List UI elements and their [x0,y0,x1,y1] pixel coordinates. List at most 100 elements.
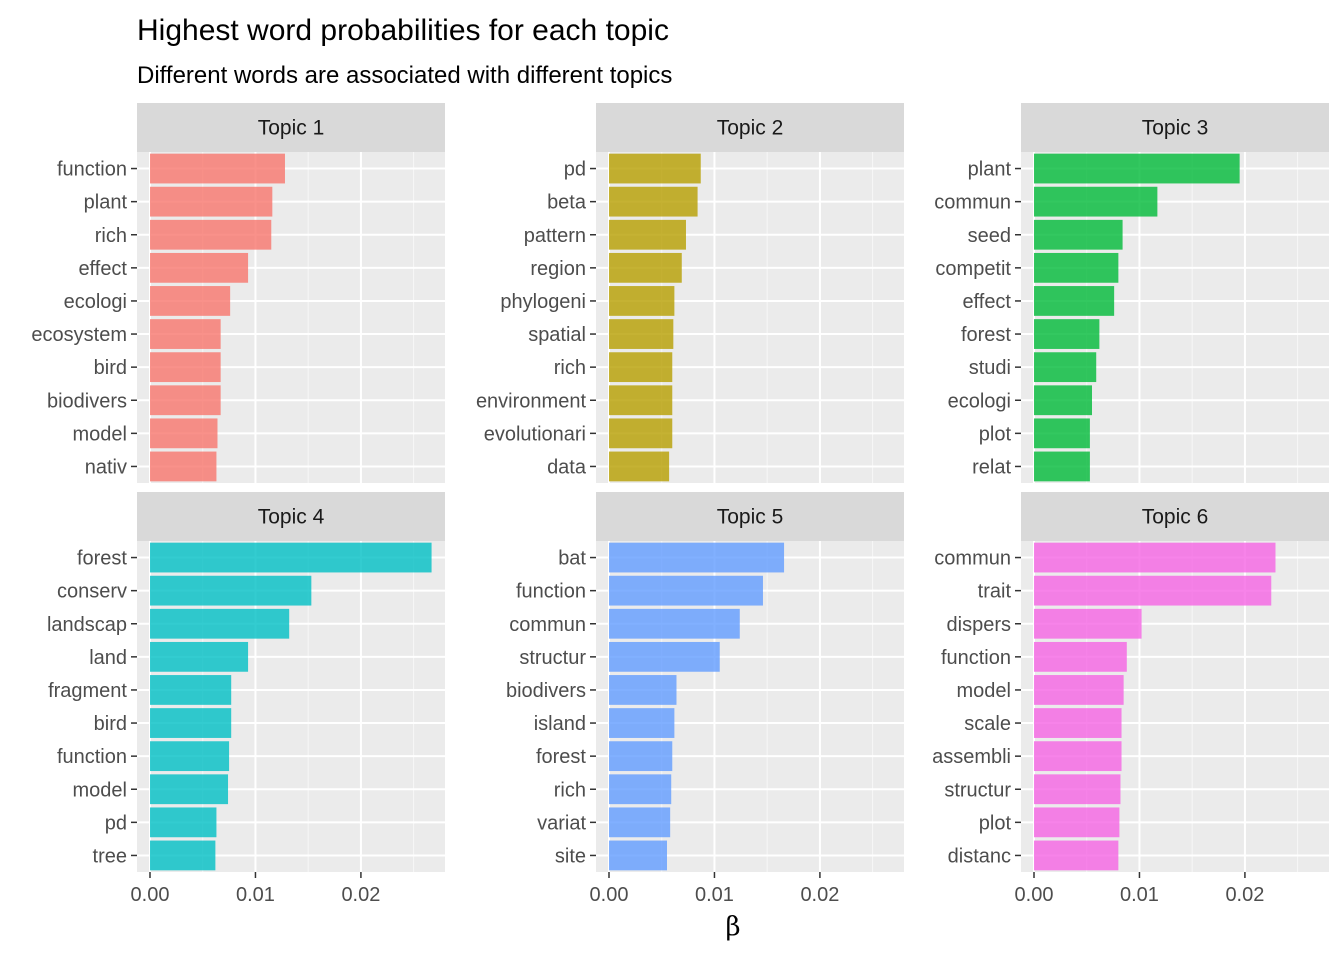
facet-panel: Topic 6 commun trait dispers function model sc… [932,492,1329,906]
bar [1034,319,1100,349]
bar [609,186,698,217]
bar [150,319,221,349]
bar [609,286,675,316]
y-tick-label: trait [978,581,1012,603]
bar [1034,385,1092,416]
y-tick-label: phylogeni [500,291,586,313]
facet-panels: Topic 1 function plant rich effect ecologi eco… [31,103,1329,906]
y-tick-label: rich [95,225,127,247]
bar [150,451,217,482]
bar [1034,741,1122,772]
y-tick-label: ecosystem [31,324,127,346]
bar [1034,675,1124,705]
y-tick-label: plot [979,423,1012,445]
y-tick-label: tree [93,845,127,867]
y-tick-label: plant [84,192,128,214]
bar [150,252,249,283]
y-tick-label: assembli [932,746,1011,768]
facet-panel: Topic 2 pd beta pattern region phylogeni spati… [476,103,904,483]
facet-panel: Topic 3 plant commun seed competit effect fore… [934,103,1329,483]
y-tick-label: function [57,159,127,181]
y-tick-label: distanc [948,845,1011,867]
y-tick-label: bird [94,713,127,735]
bar [1034,542,1276,573]
bar [1034,807,1120,838]
y-tick-label: bat [558,548,586,570]
bar [609,451,670,482]
y-tick-label: variat [537,812,586,834]
facet-panel: Topic 4 forest conserv landscap land fragment… [47,492,445,906]
bar [1034,186,1158,217]
bar [150,352,221,383]
bar [150,708,232,738]
y-tick-label: effect [962,291,1011,313]
bar [609,575,763,606]
x-tick-label: 0.01 [1120,884,1159,906]
bar [150,286,231,316]
facet-strip [137,103,445,152]
y-tick-label: forest [961,324,1011,346]
bar [609,641,720,672]
y-tick-label: landscap [47,614,127,636]
y-tick-label: forest [77,548,127,570]
bar [1034,286,1115,316]
facet-strip-label: Topic 5 [717,506,784,529]
facet-panel: Topic 1 function plant rich effect ecologi eco… [31,103,445,483]
y-tick-label: plant [968,159,1012,181]
chart-subtitle: Different words are associated with diff… [137,62,672,89]
bar [150,774,229,805]
facet-strip-label: Topic 3 [1142,117,1209,140]
facet-strip-label: Topic 4 [258,506,325,529]
bar [609,352,673,383]
facet-strip-label: Topic 1 [258,117,325,140]
facet-strip [1021,103,1329,152]
bar [609,708,675,738]
bar [150,385,221,416]
y-tick-label: rich [554,357,586,379]
bar [1034,708,1122,738]
x-tick-label: 0.00 [590,884,629,906]
y-tick-label: biodivers [506,680,586,702]
y-tick-label: studi [969,357,1011,379]
y-tick-label: seed [968,225,1011,247]
x-tick-label: 0.02 [800,884,839,906]
y-tick-label: ecologi [64,291,127,313]
facet-strip [1021,492,1329,541]
bar [1034,641,1127,672]
y-tick-label: structur [944,779,1011,801]
bar [609,385,673,416]
y-tick-label: scale [964,713,1011,735]
x-tick-label: 0.02 [341,884,380,906]
y-tick-label: effect [78,258,127,280]
bar [609,319,674,349]
facet-panel: Topic 5 bat function commun structur biodiver… [506,492,904,906]
y-tick-label: fragment [48,680,127,702]
y-tick-label: pd [564,159,586,181]
bar [150,186,273,217]
y-tick-label: conserv [57,581,127,603]
bar [1034,451,1090,482]
y-tick-label: nativ [85,456,127,478]
facet-strip [596,103,904,152]
y-tick-label: spatial [528,324,586,346]
y-tick-label: relat [972,456,1011,478]
y-tick-label: dispers [947,614,1011,636]
bar [1034,608,1142,639]
bar [609,542,785,573]
y-tick-label: data [547,456,587,478]
bar [150,542,432,573]
bar [1034,219,1123,250]
y-tick-label: model [73,423,127,445]
bar [609,219,686,250]
chart-title: Highest word probabilities for each topi… [137,14,669,47]
facet-strip [137,492,445,541]
x-tick-label: 0.01 [695,884,734,906]
bar [150,840,216,871]
x-tick-label: 0.00 [1015,884,1054,906]
bar [150,675,232,705]
y-tick-label: ecologi [948,390,1011,412]
x-tick-label: 0.01 [236,884,275,906]
x-tick-label: 0.02 [1225,884,1264,906]
y-tick-label: model [73,779,127,801]
x-axis-title: β [725,912,740,942]
